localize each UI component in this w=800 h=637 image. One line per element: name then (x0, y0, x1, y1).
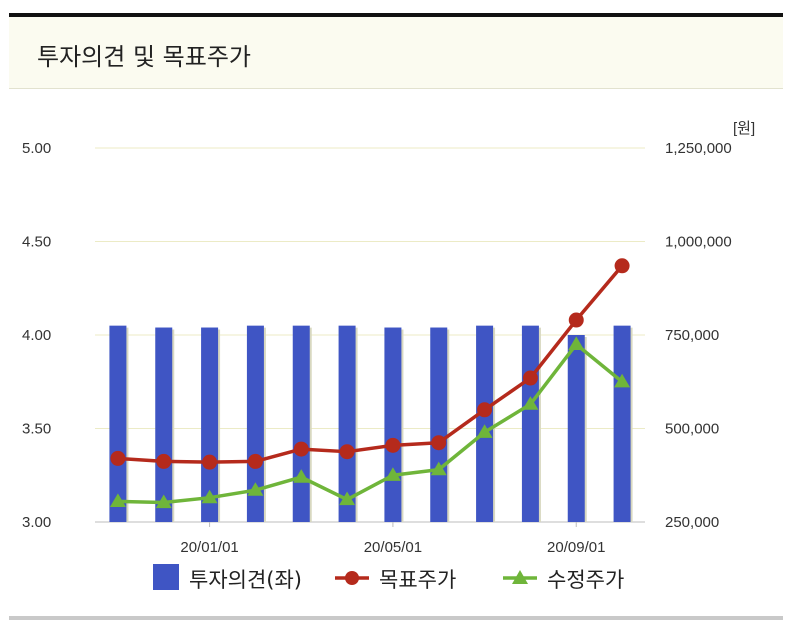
data-point (430, 461, 447, 476)
right-axis-tick-label: 1,000,000 (665, 234, 732, 251)
grid-layer (95, 147, 645, 523)
data-point (568, 336, 585, 350)
bar (567, 335, 585, 522)
legend-marker (512, 570, 528, 584)
panel-bottom-border (9, 616, 783, 620)
data-point (202, 454, 218, 470)
bar (338, 325, 356, 522)
data-point (614, 373, 631, 388)
right-axis-unit-label: [원] (733, 120, 755, 137)
data-point (156, 453, 172, 469)
data-point (522, 370, 538, 386)
bar (430, 327, 448, 522)
data-point (110, 450, 126, 466)
right-axis-tick-label: 750,000 (665, 327, 719, 344)
data-point (293, 441, 309, 457)
data-point (109, 493, 126, 508)
data-point (201, 489, 218, 504)
bar (155, 327, 173, 522)
bar (384, 327, 402, 522)
data-point (339, 444, 355, 460)
data-point (247, 482, 264, 496)
data-point (614, 258, 630, 274)
bar (246, 325, 264, 522)
bar (521, 325, 539, 522)
bar (201, 327, 219, 522)
left-axis-tick-label: 4.00 (22, 327, 51, 344)
left-axis-tick-label: 3.00 (22, 514, 51, 531)
panel-title: 투자의견 및 목표주가 (37, 43, 251, 71)
bar (292, 325, 310, 522)
data-point (155, 494, 172, 509)
right-axis-tick-label: 500,000 (665, 421, 719, 438)
bar-series (109, 325, 633, 522)
left-axis-tick-label: 3.50 (22, 421, 51, 438)
data-point (339, 491, 356, 506)
legend-label: 투자의견(좌) (189, 568, 302, 592)
bar (613, 325, 631, 522)
data-point (476, 424, 493, 438)
left-axis-tick-label: 4.50 (22, 234, 51, 251)
legend-label: 목표주가 (379, 568, 456, 592)
legend: 투자의견(좌) 목표주가 수정주가 (153, 564, 624, 592)
legend-swatch (153, 564, 179, 590)
bar (109, 325, 127, 522)
data-point (568, 312, 584, 328)
data-point (431, 435, 447, 451)
data-point (385, 437, 401, 453)
panel-top-border (9, 13, 783, 17)
x-axis-tick-label: 20/09/01 (547, 539, 605, 556)
legend-marker (345, 571, 359, 585)
axis-layer: 3.00 250,000 3.50 500,000 4.00 750,000 4.50 1,0… (22, 140, 732, 556)
data-point (293, 469, 310, 483)
left-axis-tick-label: 5.00 (22, 140, 51, 157)
legend-label: 수정주가 (547, 568, 624, 592)
data-point (247, 453, 263, 469)
panel-header: 투자의견 및 목표주가 (9, 17, 783, 89)
series-line (117, 264, 624, 464)
data-point (384, 467, 401, 481)
series-line (117, 342, 624, 505)
right-axis-tick-label: 1,250,000 (665, 140, 732, 157)
x-axis-tick-label: 20/01/01 (180, 539, 238, 556)
right-axis-tick-label: 250,000 (665, 514, 719, 531)
data-point (477, 402, 493, 418)
bar (476, 325, 494, 522)
line-series (109, 258, 631, 509)
data-point (522, 396, 539, 410)
x-axis-tick-label: 20/05/01 (364, 539, 422, 556)
